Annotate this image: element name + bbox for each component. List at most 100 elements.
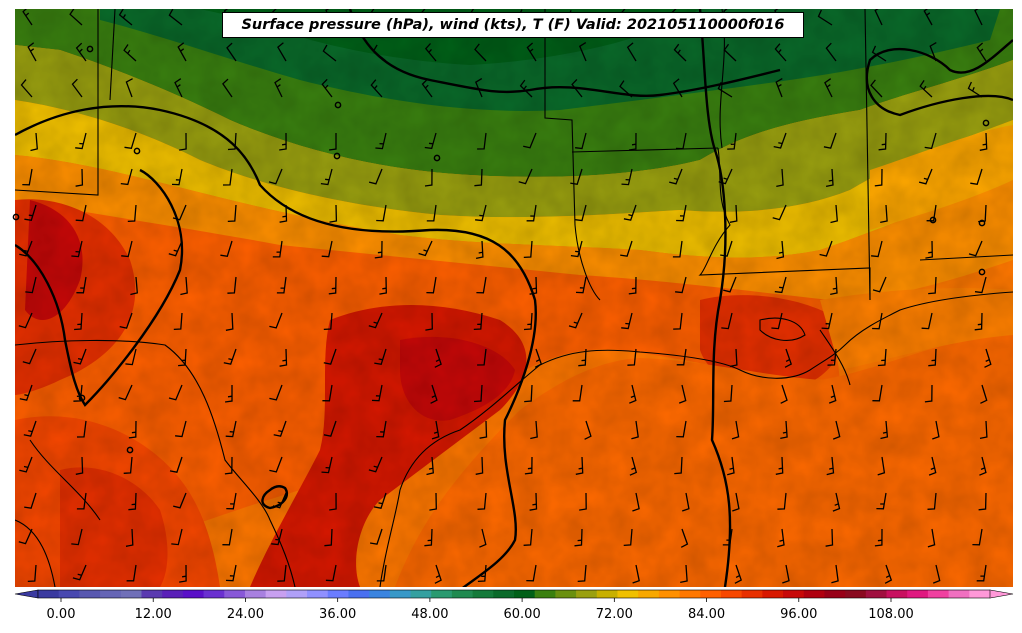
wind-barb xyxy=(279,204,288,223)
wind-barb xyxy=(823,132,837,149)
wind-barb xyxy=(222,528,233,546)
wind-barb xyxy=(620,240,633,257)
wind-barb xyxy=(424,43,437,62)
wind-barb xyxy=(831,564,839,584)
colorbar-extend-max xyxy=(989,589,1014,599)
wind-barb xyxy=(474,78,483,98)
wind-barb xyxy=(23,420,37,437)
wind-barb xyxy=(226,492,237,510)
colorbar-segment xyxy=(79,590,101,598)
wind-barb xyxy=(680,528,689,548)
colorbar-segment xyxy=(100,590,122,598)
wind-barb xyxy=(24,204,37,222)
wind-barb xyxy=(872,312,883,330)
wind-barb xyxy=(524,384,533,403)
wind-barb xyxy=(629,456,638,476)
wind-barb xyxy=(629,384,637,404)
wind-barb xyxy=(125,78,133,98)
wind-barb xyxy=(824,78,833,98)
wind-barb xyxy=(168,240,183,257)
wind-barb xyxy=(73,348,87,365)
colorbar-segment xyxy=(514,590,536,598)
colorbar-tick-label: 84.00 xyxy=(687,607,726,622)
wind-barb xyxy=(830,276,838,296)
wind-barb xyxy=(475,240,484,260)
wind-barb xyxy=(675,276,687,294)
wind-barb xyxy=(124,132,137,150)
colorbar-segment xyxy=(534,590,556,598)
wind-barb xyxy=(575,276,587,294)
wind-barb xyxy=(774,276,787,294)
wind-barb xyxy=(328,276,337,295)
wind-barb xyxy=(220,240,233,258)
wind-barb xyxy=(526,204,537,222)
colorbar-segment xyxy=(224,590,246,598)
colorbar-segment xyxy=(244,590,267,598)
wind-barb xyxy=(376,420,387,438)
wind-barb xyxy=(932,564,941,584)
colorbar-tick-label: 108.00 xyxy=(868,607,914,622)
wind-barb xyxy=(773,132,787,149)
wind-barb xyxy=(372,44,387,62)
wind-barb xyxy=(426,276,437,294)
wind-barb xyxy=(225,385,233,403)
wind-barb xyxy=(732,492,740,512)
wind-barb xyxy=(723,43,737,62)
wind-barb xyxy=(780,420,788,440)
colorbar-segment xyxy=(472,590,494,598)
wind-barb xyxy=(623,528,633,547)
wind-barb xyxy=(379,276,387,295)
wind-barb xyxy=(324,528,333,547)
colorbar-tick-label: 0.00 xyxy=(46,607,76,622)
wind-barb xyxy=(119,312,133,329)
wind-barb xyxy=(22,168,33,186)
wind-barb xyxy=(269,312,283,329)
wind-barb xyxy=(431,420,440,440)
wind-barb xyxy=(374,240,383,259)
colorbar-segment xyxy=(865,590,888,598)
wind-barb xyxy=(523,528,533,546)
colorbar-segment xyxy=(638,590,660,598)
colorbar-segment xyxy=(596,590,619,598)
wind-barb xyxy=(928,456,937,476)
wind-barb xyxy=(529,492,538,511)
wind-barb xyxy=(771,312,783,330)
wind-barb xyxy=(272,492,287,509)
wind-barb xyxy=(375,132,387,150)
wind-barb xyxy=(128,420,137,439)
wind-barb xyxy=(577,564,587,583)
wind-barb xyxy=(172,204,187,221)
wind-barb xyxy=(967,81,983,98)
wind-barb xyxy=(276,276,287,294)
wind-barb xyxy=(180,276,188,296)
wind-barb xyxy=(178,348,187,367)
wind-barb xyxy=(723,384,733,403)
wind-barb xyxy=(519,79,533,98)
wind-barb xyxy=(832,420,841,440)
wind-barb xyxy=(830,204,838,224)
wind-barb xyxy=(75,456,84,475)
wind-barb xyxy=(928,348,937,367)
wind-barb xyxy=(424,132,437,150)
wind-barb xyxy=(927,528,936,548)
colorbar-segment xyxy=(348,590,370,598)
wind-barb xyxy=(370,79,383,98)
wind-barb xyxy=(168,384,183,401)
wind-barb xyxy=(474,168,483,187)
colorbar-segment xyxy=(803,590,826,598)
wind-barb xyxy=(322,44,337,62)
wind-barb xyxy=(523,132,537,149)
wind-barb xyxy=(968,240,983,257)
coastline xyxy=(379,291,1013,587)
wind-barb xyxy=(877,456,886,476)
wind-barb xyxy=(628,276,637,295)
wind-barb xyxy=(921,312,933,330)
wind-barb xyxy=(874,9,883,26)
wind-barb xyxy=(880,420,889,440)
wind-barb xyxy=(825,42,837,62)
colorbar-segment xyxy=(948,590,970,598)
wind-barb xyxy=(524,456,533,475)
wind-barb xyxy=(870,79,883,98)
wind-barb xyxy=(984,348,992,368)
wind-barb xyxy=(928,276,937,295)
